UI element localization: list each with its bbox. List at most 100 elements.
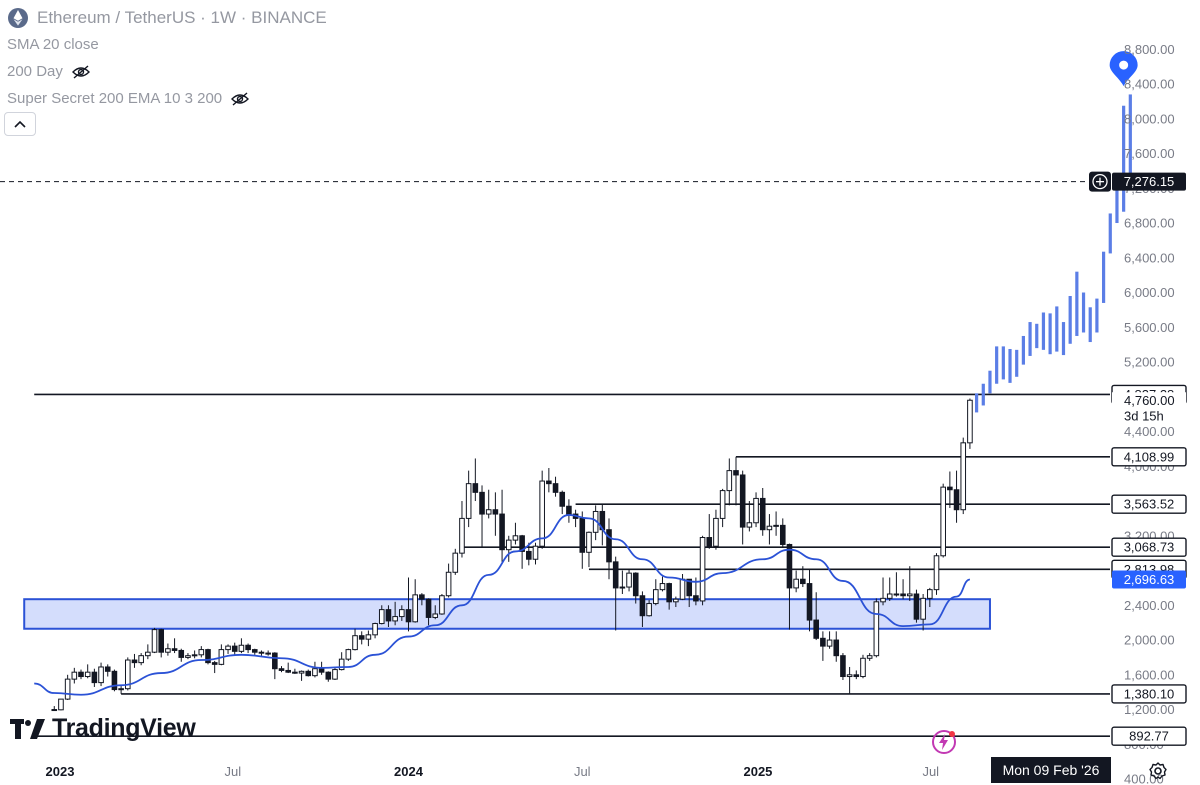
candle-down: [171, 638, 178, 654]
time-axis-label: Jul: [922, 764, 939, 779]
projection-bar: [1101, 251, 1106, 303]
price-axis-tick-label: 4,400.00: [1124, 424, 1175, 439]
eye-hidden-icon[interactable]: [71, 64, 91, 79]
candle-body: [940, 486, 946, 557]
price-tags: 4,827.284,108.993,563.523,068.732,813.98…: [1089, 171, 1187, 746]
collapse-legend-button[interactable]: [4, 112, 36, 136]
candle-body: [686, 578, 693, 597]
candle-body: [539, 480, 545, 547]
candle-body: [920, 597, 926, 620]
indicator-sma[interactable]: SMA 20 close: [7, 31, 327, 58]
level-price-tag-text: 3,563.52: [1124, 497, 1175, 512]
candle-up: [626, 568, 632, 592]
candle-body: [64, 678, 71, 700]
candle-body: [465, 483, 472, 519]
candle-down: [111, 669, 118, 692]
candle-up: [98, 662, 104, 687]
candle-body: [873, 601, 880, 657]
crosshair-price-tag: 7,276.15: [1112, 172, 1186, 191]
candle-body: [632, 572, 639, 597]
projection-bar: [1001, 346, 1005, 380]
candle-body: [612, 561, 619, 589]
candle-down: [251, 648, 258, 655]
candle-body: [880, 597, 886, 603]
candle-down: [612, 556, 619, 631]
candle-down: [666, 582, 672, 610]
candle-body: [138, 655, 144, 664]
settings-gear-icon[interactable]: [1148, 761, 1168, 781]
candle-down: [800, 566, 806, 588]
candle-up: [399, 605, 405, 621]
level-price-tag-bg: [1111, 494, 1187, 514]
candle-down: [686, 578, 693, 608]
candle-down: [632, 572, 639, 604]
candle-body: [512, 535, 519, 541]
candle-body: [352, 635, 358, 651]
horizontal-levels: [0, 181, 1110, 738]
indicator-200-day[interactable]: 200 Day: [7, 58, 327, 85]
candle-down: [953, 470, 960, 523]
candle-up: [505, 535, 512, 562]
candle-up: [713, 509, 719, 550]
time-axis[interactable]: 2023 Jul 2024 Jul 2025 Jul: [46, 764, 940, 779]
support-zone: [23, 598, 991, 630]
candle-body: [947, 486, 953, 491]
level-price-tag-bg: [1111, 726, 1187, 746]
candle-body: [285, 669, 291, 673]
candle-body: [272, 652, 278, 670]
tradingview-wordmark: TradingView: [52, 714, 196, 742]
candle-down: [813, 592, 819, 641]
candle-body: [532, 545, 539, 560]
map-pin-icon: [1109, 51, 1138, 87]
candle-up: [372, 622, 378, 639]
candle-up: [766, 514, 773, 545]
tradingview-logo[interactable]: TradingView: [10, 714, 196, 743]
price-axis-tick-label: 7,600.00: [1124, 146, 1175, 161]
candle-up: [71, 667, 78, 684]
candle-up: [933, 553, 940, 595]
candle-body: [405, 609, 412, 623]
candle-body: [820, 637, 826, 647]
candle-body: [726, 470, 733, 492]
projection-bar: [1122, 105, 1126, 212]
add-alert-plus-ring: [1092, 173, 1108, 190]
lightning-icon[interactable]: [931, 729, 957, 755]
candle-down: [104, 664, 111, 677]
candle-up: [225, 644, 231, 654]
candle-body: [619, 586, 626, 589]
candle-up: [866, 653, 873, 661]
candle-body: [559, 491, 566, 507]
projection-bar: [1088, 307, 1092, 343]
price-axis-tick-label: 5,600.00: [1124, 320, 1175, 335]
candle-body: [332, 669, 338, 680]
eye-hidden-icon[interactable]: [230, 91, 250, 106]
projection-bar: [1021, 335, 1025, 365]
candle-down: [231, 642, 238, 656]
map-pin-dot: [1119, 60, 1129, 70]
candle-body: [445, 571, 452, 597]
candle-up: [332, 667, 338, 681]
candle-body: [78, 671, 84, 678]
candle-body: [733, 470, 739, 476]
candle-down: [639, 591, 646, 628]
candle-body: [385, 609, 392, 622]
projection-bar: [1008, 348, 1012, 383]
crosshair-price-tag-bg: [1112, 172, 1186, 191]
candle-up: [646, 600, 652, 617]
candle-body: [713, 517, 719, 547]
indicator-super-secret[interactable]: Super Secret 200 EMA 10 3 200: [7, 85, 327, 112]
projection-bar: [1061, 322, 1066, 356]
candle-body: [251, 649, 258, 653]
add-alert-plus-icon[interactable]: [1089, 171, 1111, 192]
candle-body: [505, 539, 512, 551]
candle-up: [699, 535, 706, 606]
candle-body: [439, 595, 445, 615]
candle-up: [485, 489, 492, 519]
price-axis-tick-label: 8,400.00: [1124, 77, 1175, 92]
candle-up: [198, 646, 205, 658]
candle-up: [138, 653, 144, 666]
sma-20-path: [34, 514, 971, 696]
symbol-row[interactable]: Ethereum / TetherUS · 1W · BINANCE: [7, 4, 327, 31]
candle-body: [933, 555, 940, 591]
